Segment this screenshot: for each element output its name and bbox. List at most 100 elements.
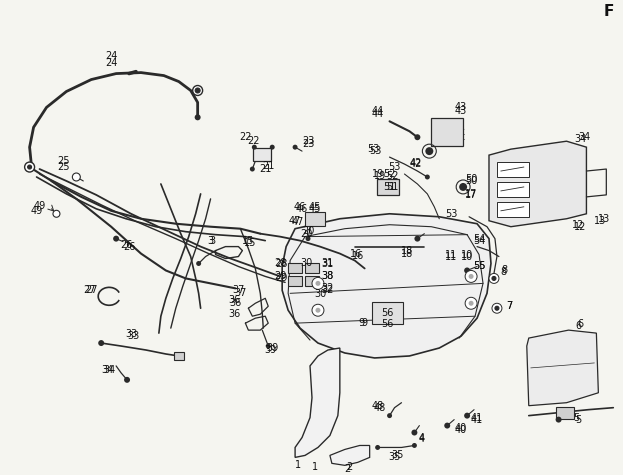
Bar	[174, 352, 184, 360]
Text: 39: 39	[266, 343, 278, 353]
Circle shape	[194, 114, 201, 120]
Text: 16: 16	[351, 250, 364, 261]
Text: 25: 25	[57, 162, 70, 172]
Circle shape	[411, 429, 417, 436]
Text: 7: 7	[506, 301, 512, 311]
Text: 46: 46	[294, 202, 306, 212]
Circle shape	[53, 210, 60, 217]
Text: 12: 12	[573, 220, 584, 230]
Bar	[431, 118, 463, 146]
Text: 53: 53	[388, 162, 401, 172]
Text: 26: 26	[123, 242, 135, 252]
Circle shape	[375, 445, 380, 450]
Text: 13: 13	[598, 214, 611, 224]
Circle shape	[312, 277, 324, 289]
Text: 51: 51	[386, 182, 399, 192]
Circle shape	[468, 301, 473, 306]
Polygon shape	[330, 446, 369, 466]
Text: 26: 26	[120, 239, 132, 249]
Text: 30: 30	[314, 289, 326, 299]
Text: 52: 52	[386, 171, 399, 181]
Text: 19: 19	[371, 169, 384, 179]
Polygon shape	[282, 214, 491, 358]
Circle shape	[315, 308, 320, 313]
Text: 34: 34	[574, 134, 587, 144]
Text: 29: 29	[274, 271, 287, 281]
Text: 6: 6	[578, 319, 584, 329]
Text: 10: 10	[461, 252, 473, 262]
Bar	[288, 276, 302, 286]
Circle shape	[495, 306, 499, 310]
Text: 45: 45	[309, 204, 321, 214]
Text: 19: 19	[373, 171, 386, 181]
Text: 46: 46	[296, 204, 308, 214]
Text: 33: 33	[125, 329, 137, 339]
Text: 47: 47	[289, 216, 302, 226]
Text: 15: 15	[244, 238, 257, 247]
Text: 49: 49	[34, 201, 45, 211]
Circle shape	[305, 236, 310, 241]
Circle shape	[250, 167, 255, 171]
Circle shape	[464, 267, 470, 274]
Text: 5: 5	[573, 413, 579, 423]
Text: 28: 28	[274, 257, 287, 267]
Bar	[497, 182, 529, 197]
Text: 20: 20	[302, 226, 314, 236]
Text: 40: 40	[455, 425, 467, 435]
Circle shape	[72, 173, 80, 181]
Text: 11: 11	[445, 249, 457, 259]
Text: 36: 36	[229, 298, 242, 308]
Text: 10: 10	[461, 249, 473, 259]
Text: 8: 8	[502, 266, 508, 276]
Circle shape	[414, 134, 421, 140]
Text: 51: 51	[383, 182, 396, 192]
Text: 1: 1	[295, 460, 301, 470]
Circle shape	[489, 274, 499, 284]
Text: 20: 20	[300, 228, 312, 238]
Text: 52: 52	[383, 169, 396, 179]
Text: 37: 37	[234, 288, 247, 298]
Text: 55: 55	[473, 261, 485, 272]
Circle shape	[412, 443, 417, 448]
Circle shape	[293, 145, 298, 150]
Circle shape	[29, 164, 35, 170]
Text: 39: 39	[264, 345, 277, 355]
Text: 2: 2	[345, 465, 351, 475]
Text: 2: 2	[346, 462, 353, 472]
Text: 53: 53	[368, 144, 380, 154]
Text: F: F	[604, 4, 614, 19]
Text: 23: 23	[302, 136, 314, 146]
Text: 34: 34	[101, 365, 113, 375]
Text: 42: 42	[409, 158, 422, 168]
Bar	[497, 162, 529, 177]
Circle shape	[464, 413, 470, 418]
Text: 45: 45	[309, 202, 321, 212]
Circle shape	[556, 417, 561, 423]
Text: 21: 21	[259, 164, 272, 174]
Text: 18: 18	[401, 246, 414, 256]
Text: 7: 7	[506, 301, 512, 311]
Text: 36: 36	[228, 295, 240, 305]
Text: 18: 18	[401, 248, 414, 258]
Text: 27: 27	[85, 285, 98, 295]
Text: 28: 28	[275, 259, 287, 269]
Circle shape	[193, 86, 202, 95]
Bar	[305, 276, 319, 286]
Text: 25: 25	[57, 156, 70, 166]
Circle shape	[124, 377, 130, 383]
Circle shape	[387, 413, 392, 418]
Polygon shape	[489, 141, 586, 227]
Text: 48: 48	[371, 401, 384, 411]
Text: 35: 35	[391, 450, 404, 460]
Text: 22: 22	[239, 132, 252, 142]
Text: 32: 32	[321, 284, 334, 294]
Text: 37: 37	[232, 285, 245, 295]
Text: 17: 17	[465, 190, 477, 200]
Bar	[556, 407, 574, 418]
Text: 9: 9	[359, 318, 365, 328]
Text: 9: 9	[361, 318, 368, 328]
Text: 53: 53	[369, 146, 382, 156]
Circle shape	[312, 304, 324, 316]
Text: 50: 50	[465, 176, 477, 186]
Circle shape	[27, 165, 32, 169]
